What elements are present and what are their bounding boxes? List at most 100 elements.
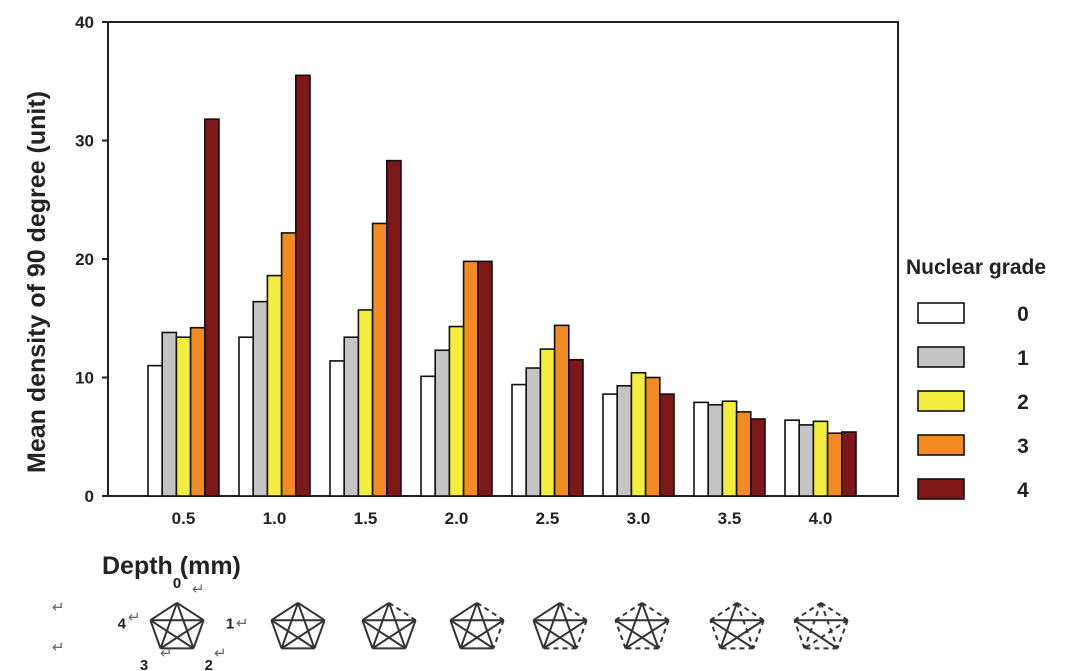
bar-2.5-grade-2: [539, 348, 556, 497]
legend-title: Nuclear grade: [906, 256, 1046, 279]
bar-1.5-grade-1: [343, 336, 360, 497]
pentagram-6: [614, 601, 670, 650]
bar-4.0-grade-3: [826, 432, 843, 497]
x-tick-label: 1.0: [263, 509, 287, 528]
pentagram-1: 0 1 2 3 4: [118, 575, 235, 671]
return-glyph: ↵: [236, 615, 249, 632]
legend-label-4: 4: [1017, 479, 1029, 502]
bar-1.5-grade-3: [371, 222, 388, 497]
x-tick-label: 0.5: [172, 509, 196, 528]
edge: [736, 602, 755, 649]
pentagram-5: [532, 601, 588, 650]
edge: [449, 619, 462, 649]
edge: [371, 602, 390, 649]
bar-1.0-grade-4: [294, 74, 311, 497]
edge: [270, 601, 299, 622]
x-tick-label: 3.5: [718, 509, 742, 528]
pentagram-8: [793, 601, 849, 650]
bar-3.5-grade-4: [749, 418, 766, 497]
edge: [404, 619, 417, 649]
bar-0.5-grade-3: [189, 326, 206, 497]
bar-1.0-grade-0: [238, 336, 254, 497]
return-glyph: ↵: [52, 639, 65, 656]
bar-0.5-grade-2: [175, 336, 192, 497]
bar-3.0-grade-4: [658, 393, 675, 497]
edge: [559, 602, 578, 649]
return-glyph: ↵: [192, 581, 205, 598]
y-axis: 0 10 20 30 40: [75, 13, 108, 506]
bar-1.5-grade-2: [357, 309, 374, 497]
edge: [719, 602, 738, 649]
return-glyph: ↵: [160, 645, 173, 662]
legend-label-3: 3: [1017, 435, 1029, 458]
x-tick-label: 4.0: [809, 509, 833, 528]
pentagram-3: [361, 601, 417, 650]
bar-4.0-grade-2: [812, 420, 829, 497]
bar-2.0-grade-2: [448, 325, 465, 497]
y-tick-label: 40: [75, 13, 94, 32]
edge: [793, 619, 806, 649]
y-tick-label: 0: [85, 487, 94, 506]
pentagram-7: [709, 601, 765, 650]
bar-2.0-grade-1: [434, 349, 451, 497]
bar-1.0-grade-3: [280, 232, 297, 497]
edge: [476, 602, 495, 649]
edge: [280, 602, 299, 649]
x-axis-title: Depth (mm): [102, 552, 241, 580]
edge: [803, 619, 849, 650]
edge: [803, 602, 822, 649]
edge: [459, 602, 478, 649]
bar-0.5-grade-4: [204, 118, 220, 497]
edge: [542, 602, 561, 649]
edge: [614, 619, 627, 649]
y-tick-label: 20: [75, 250, 94, 269]
y-tick-label: 10: [75, 369, 94, 388]
edge: [192, 619, 205, 649]
legend-label-0: 0: [1017, 303, 1029, 326]
edge: [719, 619, 765, 650]
legend-label-1: 1: [1017, 347, 1029, 370]
y-tick-label: 30: [75, 132, 94, 151]
edge: [149, 601, 178, 622]
return-glyph: ↵: [128, 609, 141, 626]
edge: [532, 619, 578, 650]
edge: [361, 619, 374, 649]
edge: [532, 601, 561, 622]
edge: [176, 602, 195, 649]
bar-2.0-grade-0: [420, 375, 436, 497]
vertex-label-3: 3: [140, 657, 148, 671]
edge: [542, 619, 588, 650]
edge: [449, 619, 495, 650]
edge: [624, 602, 643, 649]
pentagram-4: [449, 601, 505, 650]
bar-2.0-grade-4: [476, 260, 493, 497]
bar-1.5-grade-0: [329, 360, 345, 497]
legend-swatch-3: [917, 434, 965, 456]
vertex-label-2: 2: [205, 657, 213, 671]
x-tick-label: 1.5: [354, 509, 378, 528]
bar-3.5-grade-0: [693, 401, 709, 497]
edge: [575, 619, 588, 649]
bar-3.0-grade-2: [630, 371, 647, 497]
legend-swatch-4: [917, 478, 965, 500]
edge: [492, 619, 505, 649]
edge: [361, 601, 390, 622]
bar-4.0-grade-0: [784, 419, 800, 497]
edge: [297, 602, 316, 649]
edge: [159, 619, 205, 650]
edge: [793, 619, 839, 650]
y-axis-title: Mean density of 90 degree (unit): [23, 91, 51, 473]
bar-3.0-grade-0: [602, 393, 618, 497]
bar-2.5-grade-1: [525, 367, 542, 497]
bar-3.5-grade-1: [707, 403, 724, 497]
bar-1.0-grade-1: [252, 300, 269, 497]
edge: [159, 602, 178, 649]
edge: [836, 619, 849, 649]
edge: [657, 619, 670, 649]
return-glyph: ↵: [214, 645, 227, 662]
edge: [371, 619, 417, 650]
x-tick-label: 2.5: [536, 509, 560, 528]
bar-2.5-grade-0: [511, 383, 527, 497]
